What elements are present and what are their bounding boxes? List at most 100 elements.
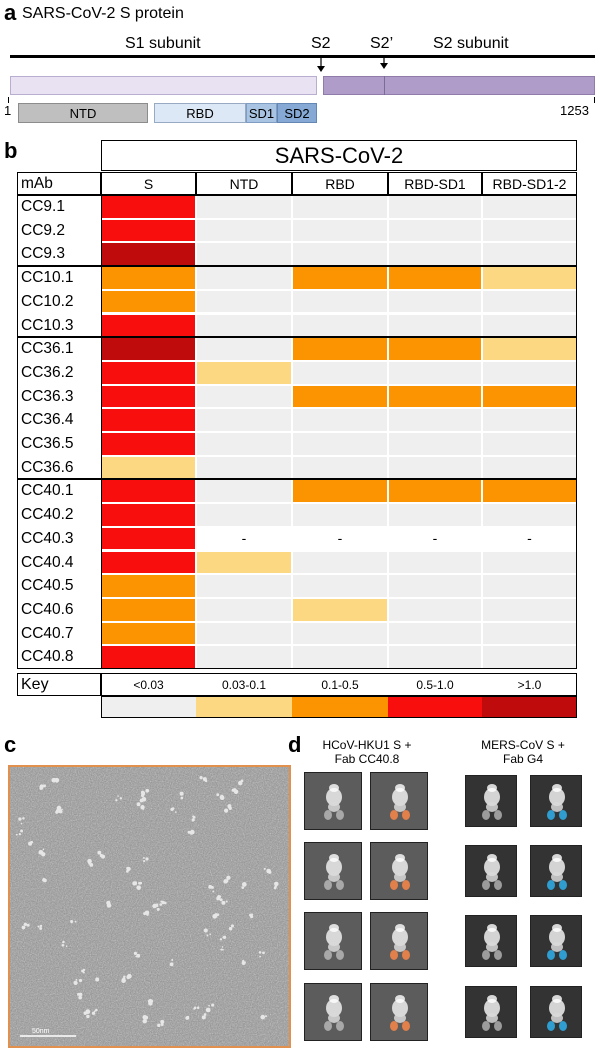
heatmap-cell (293, 551, 387, 574)
protein-particle (22, 817, 25, 820)
density-blob (326, 858, 342, 876)
heatmap-cell (197, 290, 291, 313)
class-average-image (370, 983, 428, 1041)
heatmap-cell (483, 361, 576, 384)
density-blob (482, 880, 490, 890)
key-swatch (482, 696, 577, 718)
density-blob (559, 1021, 567, 1031)
density-blob (329, 854, 339, 862)
protein-particle (20, 822, 23, 825)
density-blob (395, 924, 405, 932)
heatmap-cell (483, 314, 576, 337)
density-blob (487, 924, 497, 932)
protein-particle (241, 960, 246, 965)
protein-particle (142, 857, 145, 859)
protein-particle (85, 1009, 91, 1015)
density-blob (324, 880, 332, 890)
density-blob (324, 1021, 332, 1031)
heatmap-cell (293, 243, 387, 266)
heatmap-cell (483, 622, 576, 645)
density-blob (482, 810, 490, 820)
protein-particle (115, 799, 118, 802)
antibody-group-border (17, 479, 577, 669)
heatmap-cell (197, 480, 291, 503)
protein-particle (208, 1004, 210, 1007)
density-blob (394, 1013, 406, 1023)
mab-row-label: CC9.2 (21, 221, 65, 239)
protein-particle (136, 885, 141, 890)
protein-particle (262, 951, 265, 955)
heatmap-cell (197, 196, 291, 218)
heatmap-cell (102, 290, 195, 313)
density-blob (552, 995, 562, 1003)
density-blob (328, 1013, 340, 1023)
density-blob (328, 872, 340, 882)
density-blob (394, 872, 406, 882)
class-average-image (530, 915, 582, 967)
protein-particle (251, 913, 254, 916)
heatmap-cell (389, 196, 481, 218)
protein-particle (93, 1010, 96, 1013)
heatmap-cell (389, 575, 481, 597)
density-blob (402, 880, 410, 890)
mab-row-label: CC40.8 (21, 648, 74, 666)
heatmap-cell (102, 622, 195, 645)
column-header: RBD-SD1-2 (492, 176, 567, 192)
mab-row-label: CC40.5 (21, 577, 74, 595)
density-blob (482, 950, 490, 960)
heatmap-cell (197, 219, 291, 242)
protein-particle (106, 903, 112, 908)
heatmap-cell (197, 361, 291, 384)
protein-particle (205, 1007, 211, 1013)
rbd-domain: RBD (154, 103, 246, 123)
heatmap-cell (293, 598, 387, 621)
heatmap-cell (102, 433, 195, 455)
protein-particle (263, 867, 266, 870)
mab-row-label: CC36.6 (21, 458, 74, 476)
heatmap-cell (293, 314, 387, 337)
protein-particle (227, 804, 232, 809)
sars-cov-2-header-text: SARS-CoV-2 (274, 143, 404, 168)
heatmap-cell (389, 409, 481, 431)
heatmap-cell (102, 338, 195, 360)
class-average-image (304, 983, 362, 1041)
heatmap-cell (197, 456, 291, 479)
heatmap-cell (389, 267, 481, 289)
key-swatch-border (101, 696, 577, 718)
heatmap-cell (102, 598, 195, 621)
protein-particle (142, 1018, 148, 1024)
density-blob (486, 872, 498, 882)
heatmap-cell (197, 385, 291, 408)
protein-particle (223, 879, 228, 884)
heatmap-cell (197, 433, 291, 455)
protein-particle (140, 805, 145, 810)
heatmap-cell (483, 480, 576, 503)
class-average-image (370, 912, 428, 970)
heatmap-cell (483, 551, 576, 574)
binding-heatmap: mAb S NTD RBD RBD-SD1 RBD-SD1-2 CC9.1 CC9.2 CC9.… (17, 172, 577, 718)
heatmap-cell (389, 480, 481, 503)
mab-row-label: CC10.1 (21, 269, 74, 287)
key-label: Key (21, 676, 49, 693)
heatmap-cell (483, 385, 576, 408)
density-blob (336, 950, 344, 960)
density-blob (547, 810, 555, 820)
ntd-domain: NTD (18, 103, 148, 123)
scale-bar-label: 50nm (32, 1028, 50, 1035)
end-tick (594, 97, 595, 103)
density-blob (549, 788, 565, 806)
mab-row-label: CC40.4 (21, 553, 74, 571)
heatmap-cell (293, 219, 387, 242)
protein-particle (136, 802, 141, 807)
mab-row-label: CC40.2 (21, 506, 74, 524)
heatmap-cell (293, 622, 387, 645)
density-blob (494, 950, 502, 960)
heatmap-cell (293, 267, 387, 289)
protein-particle (37, 925, 40, 928)
protein-particle (204, 779, 208, 783)
protein-particle (139, 798, 144, 803)
density-blob (549, 999, 565, 1017)
key-range-label: <0.03 (133, 678, 164, 692)
heatmap-cell (197, 409, 291, 431)
sd1-label: SD1 (248, 106, 275, 121)
